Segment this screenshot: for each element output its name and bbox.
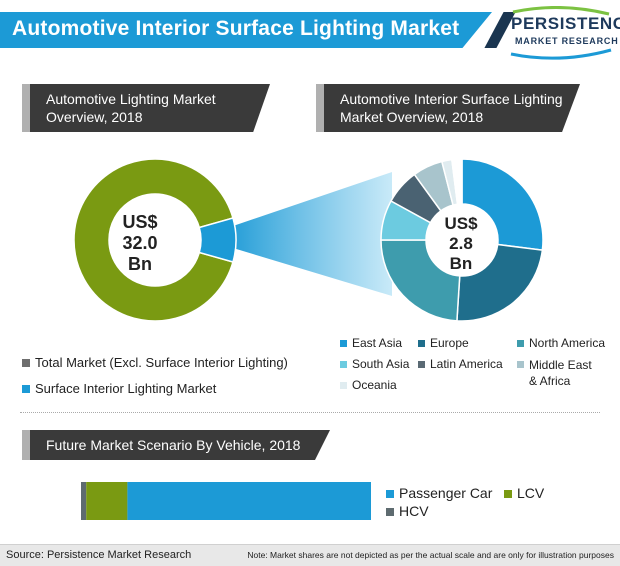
legend-item-oceania: Oceania [340, 378, 397, 392]
footer-note: Note: Market shares are not depicted as … [247, 550, 614, 560]
legend-swatch [340, 340, 347, 347]
pie-slice [73, 158, 234, 322]
bar-segment [86, 482, 128, 520]
donut-center-label-interior: US$ 2.8 Bn [430, 214, 492, 274]
pie-slice [380, 239, 461, 322]
legend-label: Latin America [430, 357, 503, 371]
bar-segment [127, 482, 372, 520]
legend-item-surface-interior: Surface Interior Lighting Market [22, 381, 216, 396]
section-header-vehicle-scenario: Future Market Scenario By Vehicle, 2018 [30, 430, 330, 460]
legend-swatch [418, 340, 425, 347]
legend-label: Passenger Car [399, 485, 493, 501]
legend-item-east-asia: East Asia [340, 336, 402, 350]
section-header-interior-overview: Automotive Interior Surface Lighting Mar… [324, 84, 580, 132]
pie-slice [461, 158, 544, 251]
footer: Source: Persistence Market Research Note… [0, 544, 620, 566]
center-unit: Bn [449, 254, 473, 273]
legend-item-lcv: LCV [504, 485, 544, 501]
connector-beam [233, 172, 392, 296]
legend-swatch [340, 382, 347, 389]
center-unit: Bn [128, 254, 152, 274]
legend-item-passenger-car: Passenger Car [386, 485, 492, 501]
legend-swatch [340, 361, 347, 368]
legend-label-block: Middle East & Africa [529, 357, 592, 389]
legend-label: Oceania [352, 378, 397, 392]
bar-segment [81, 482, 87, 520]
page-title: Automotive Interior Surface Lighting Mar… [12, 17, 460, 40]
legend-label: North America [529, 336, 606, 350]
legend-label-line2: & Africa [529, 374, 571, 388]
center-value: 32.0 [122, 233, 158, 253]
legend-item-total-market: Total Market (Excl. Surface Interior Lig… [22, 355, 288, 370]
pie-slice [451, 158, 463, 206]
center-value: 2.8 [449, 234, 473, 253]
legend-swatch [22, 359, 30, 367]
legend-swatch [386, 490, 394, 498]
center-currency: US$ [444, 214, 478, 233]
pie-slice [198, 217, 237, 263]
legend-label: South Asia [352, 357, 410, 371]
legend-label: Europe [430, 336, 469, 350]
donut-interior-regions [380, 158, 544, 322]
legend-item-middle-east-africa: Middle East & Africa [517, 357, 592, 389]
legend-item-latin-america: Latin America [418, 357, 503, 371]
legend-swatch [418, 361, 425, 368]
logo-swoosh-icon [510, 6, 612, 60]
legend-label: Middle East [529, 358, 592, 372]
legend-label: Total Market (Excl. Surface Interior Lig… [35, 355, 288, 370]
stacked-bar-vehicles [81, 482, 372, 520]
legend-item-north-america: North America [517, 336, 605, 350]
legend-item-south-asia: South Asia [340, 357, 409, 371]
logo-text: PERSISTENCE [511, 14, 620, 33]
legend-label: LCV [517, 485, 545, 501]
legend-swatch [504, 490, 512, 498]
center-currency: US$ [122, 212, 158, 232]
legend-label: East Asia [352, 336, 403, 350]
logo: PERSISTENCE MARKET RESEARCH [505, 6, 620, 66]
pie-slice [456, 243, 544, 322]
donut-center-label-lighting: US$ 32.0 Bn [105, 212, 175, 275]
legend-swatch [22, 385, 30, 393]
section-divider [20, 412, 600, 413]
legend-label: Surface Interior Lighting Market [35, 381, 217, 396]
footer-source: Source: Persistence Market Research [6, 549, 192, 561]
logo-subtext: MARKET RESEARCH [515, 36, 619, 46]
legend-swatch [386, 508, 394, 516]
header-accent-right [316, 84, 324, 132]
donut-lighting-market [73, 158, 237, 322]
legend-swatch [517, 361, 524, 368]
legend-item-hcv: HCV [386, 503, 429, 519]
legend-item-europe: Europe [418, 336, 469, 350]
header-accent-left [22, 84, 30, 132]
header-accent-bottom [22, 430, 30, 460]
section-header-lighting-overview: Automotive Lighting Market Overview, 201… [30, 84, 270, 132]
title-bar: Automotive Interior Surface Lighting Mar… [0, 12, 492, 48]
legend-label: HCV [399, 503, 429, 519]
legend-swatch [517, 340, 524, 347]
